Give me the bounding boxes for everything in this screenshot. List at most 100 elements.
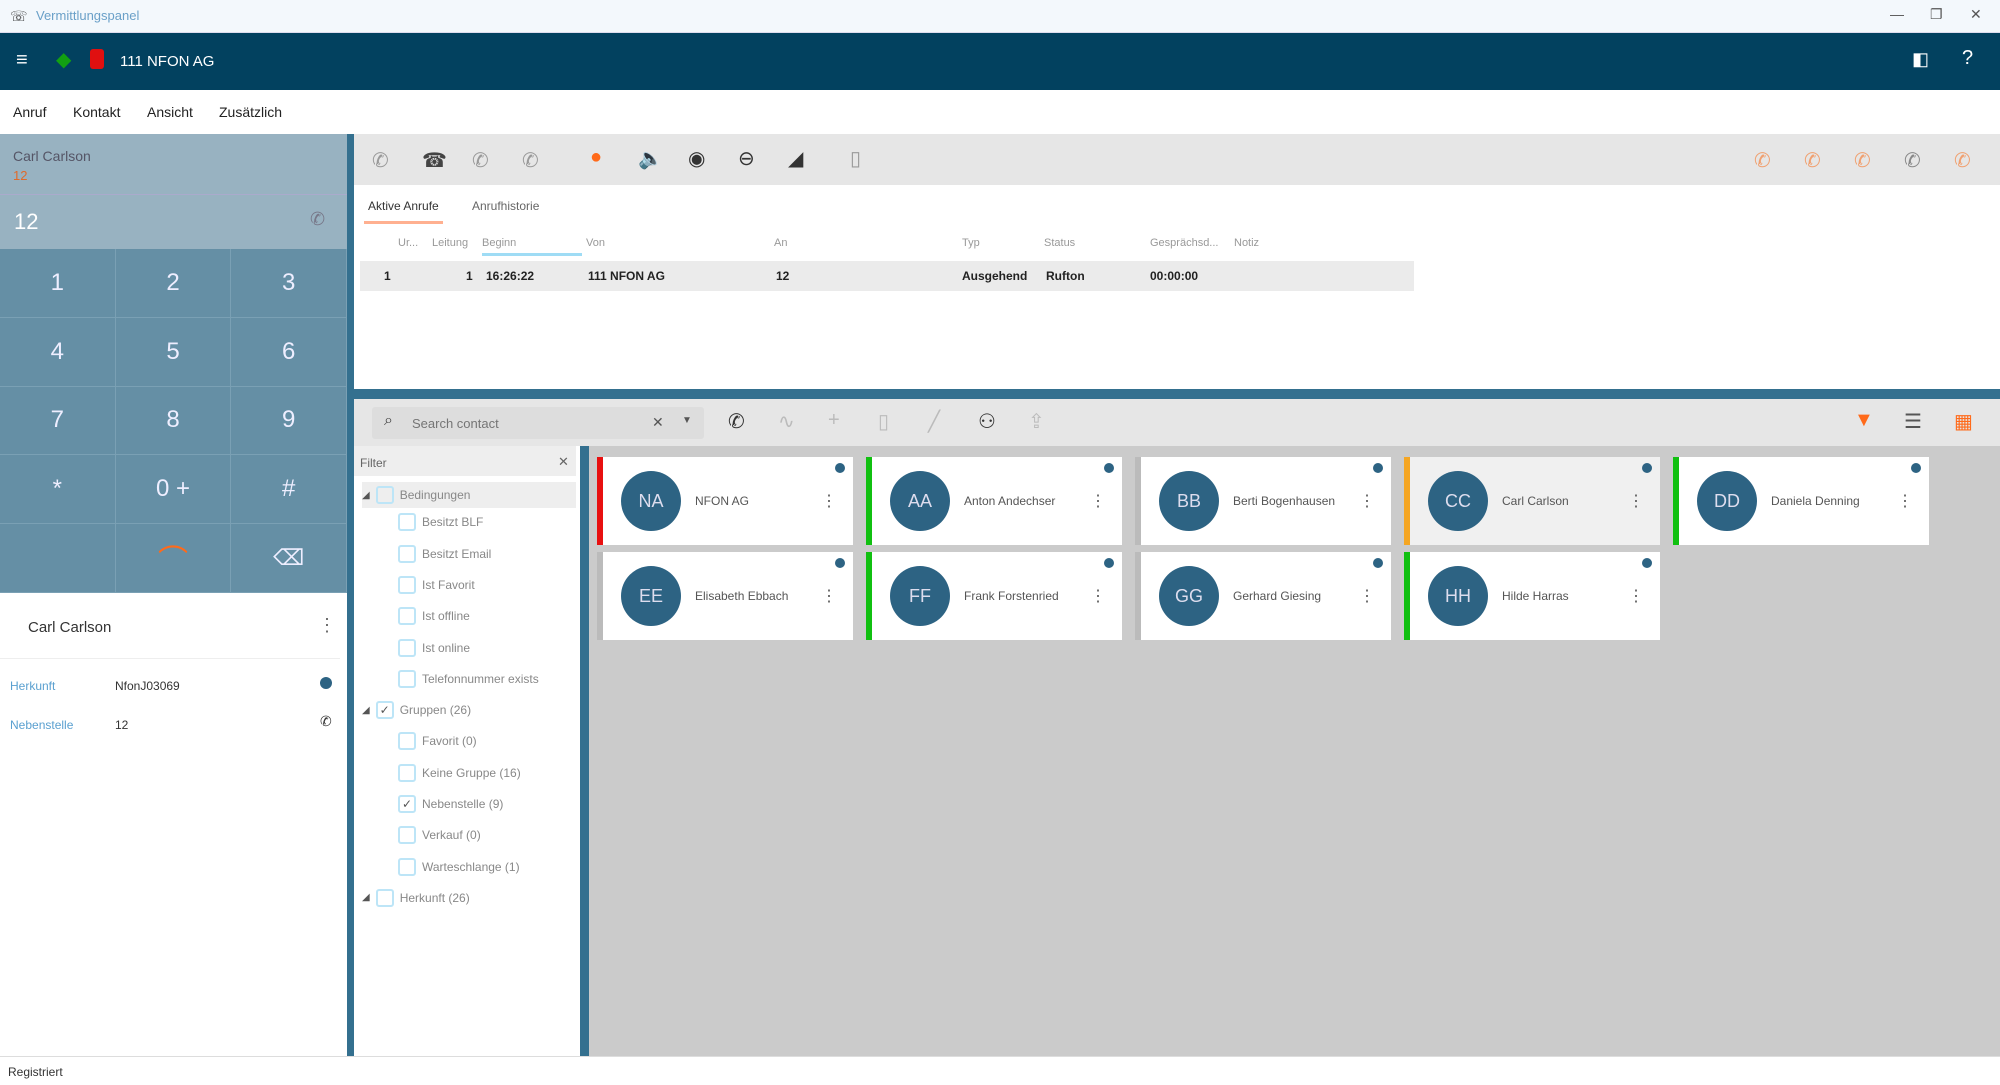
filter-item[interactable]: Ist Favorit	[398, 575, 475, 594]
contact-card[interactable]: BB Berti Bogenhausen ⋮	[1135, 457, 1391, 545]
hamburger-menu-icon[interactable]: ≡	[16, 49, 28, 71]
contact-card[interactable]: HH Hilde Harras ⋮	[1404, 552, 1660, 640]
split-divider[interactable]	[354, 389, 2000, 399]
more-icon[interactable]: ⋮	[1628, 588, 1644, 605]
park-icon[interactable]: ◢	[788, 148, 804, 170]
key-4[interactable]: 4	[0, 317, 116, 387]
filter-item[interactable]: Favorit (0)	[398, 732, 477, 751]
key-star[interactable]: *	[0, 455, 116, 525]
transfer-attended-icon[interactable]: ✆	[522, 150, 539, 172]
menu-kontakt[interactable]: Kontakt	[73, 104, 121, 120]
filter-item[interactable]: ◢ Herkunft (26)	[362, 888, 470, 907]
record-icon[interactable]: ◉	[688, 148, 706, 170]
checkbox[interactable]: ✓	[375, 701, 394, 720]
expand-icon[interactable]: ◢	[362, 489, 370, 501]
filter-item[interactable]: Keine Gruppe (16)	[398, 763, 521, 782]
checkbox[interactable]	[398, 763, 416, 782]
call-icon[interactable]: ✆	[372, 150, 389, 172]
hold-icon[interactable]: ⊖	[738, 148, 755, 170]
checkbox[interactable]	[398, 575, 416, 594]
menu-ansicht[interactable]: Ansicht	[147, 104, 193, 120]
hangup-icon[interactable]: ☎	[422, 150, 447, 172]
key-2[interactable]: 2	[115, 249, 232, 318]
microphone-icon[interactable]: ●	[590, 146, 603, 168]
key-6[interactable]: 6	[231, 317, 347, 387]
phone-icon[interactable]: ✆	[320, 713, 332, 729]
key-5[interactable]: 5	[115, 317, 232, 387]
filter-item[interactable]: Verkauf (0)	[398, 826, 481, 845]
dtmf-icon[interactable]: ▯	[850, 148, 862, 170]
expand-icon[interactable]: ◢	[362, 704, 370, 716]
column-header[interactable]: Leitung	[432, 237, 469, 249]
call-action-icon[interactable]: ✆	[1754, 150, 1771, 172]
delete-icon[interactable]: ▯	[878, 411, 890, 433]
filter-divider[interactable]	[580, 446, 589, 1056]
close-button[interactable]: ✕	[1970, 6, 1982, 22]
backspace-icon[interactable]: ⌫	[231, 524, 347, 593]
column-header[interactable]: Beginn	[482, 237, 582, 256]
filter-icon[interactable]: ▼	[1854, 409, 1874, 431]
search-input[interactable]	[412, 411, 642, 435]
hangup-icon[interactable]: ⌒	[115, 524, 232, 593]
number-input[interactable]: 12 ✆	[0, 194, 347, 249]
call-action-icon[interactable]: ✆	[1904, 150, 1921, 172]
grid-view-icon[interactable]: ▦	[1954, 411, 1973, 433]
checkbox[interactable]	[398, 732, 416, 751]
key-0[interactable]: 0 +	[115, 455, 232, 525]
column-header[interactable]: Notiz	[1234, 237, 1260, 249]
more-icon[interactable]: ⋮	[1897, 493, 1913, 510]
call-action-icon[interactable]: ✆	[1854, 150, 1871, 172]
checkbox[interactable]	[398, 669, 416, 688]
import-icon[interactable]: ⇪	[1028, 411, 1045, 433]
voicemail-icon[interactable]: ∿	[778, 411, 795, 433]
speaker-icon[interactable]: 🔈	[638, 148, 663, 170]
checkbox[interactable]	[375, 486, 394, 504]
more-icon[interactable]: ⋮	[1628, 493, 1644, 510]
call-forward-icon[interactable]: ✆	[310, 209, 326, 229]
filter-item[interactable]: Besitzt BLF	[398, 513, 483, 532]
expand-icon[interactable]: ◢	[362, 892, 370, 904]
filter-item[interactable]: Warteschlange (1)	[398, 857, 520, 876]
filter-item[interactable]: ◢ Bedingungen	[362, 482, 576, 508]
filter-item[interactable]: ◢ ✓ Gruppen (26)	[362, 701, 471, 720]
key-3[interactable]: 3	[231, 249, 347, 318]
checkbox[interactable]	[398, 544, 416, 563]
checkbox[interactable]	[398, 826, 416, 845]
filter-item[interactable]: Besitzt Email	[398, 544, 491, 563]
add-icon[interactable]: +	[828, 409, 840, 431]
maximize-button[interactable]: ❐	[1930, 6, 1943, 22]
key-hash[interactable]: #	[231, 455, 347, 525]
key-1[interactable]: 1	[0, 249, 116, 318]
call-contact-icon[interactable]: ✆	[728, 411, 745, 433]
more-icon[interactable]: ⋮	[318, 615, 336, 635]
key-9[interactable]: 9	[231, 386, 347, 456]
column-header[interactable]: Von	[586, 237, 605, 249]
filter-item[interactable]: Ist offline	[398, 607, 470, 626]
column-header[interactable]: Typ	[962, 237, 980, 249]
clear-icon[interactable]: ✕	[652, 414, 664, 430]
edit-icon[interactable]: ╱	[928, 411, 941, 433]
more-icon[interactable]: ⋮	[1359, 588, 1375, 605]
column-header[interactable]: An	[774, 237, 788, 249]
users-icon[interactable]: ⚇	[978, 411, 996, 433]
more-icon[interactable]: ⋮	[1090, 493, 1106, 510]
key-7[interactable]: 7	[0, 386, 116, 456]
minimize-button[interactable]: —	[1890, 6, 1904, 22]
more-icon[interactable]: ⋮	[1090, 588, 1106, 605]
call-action-icon[interactable]: ✆	[1804, 150, 1821, 172]
tab-call-history[interactable]: Anrufhistorie	[472, 199, 540, 213]
panel-divider[interactable]	[347, 134, 354, 1056]
transfer-icon[interactable]: ✆	[472, 150, 489, 172]
filter-item[interactable]: ✓ Nebenstelle (9)	[398, 795, 503, 813]
checkbox[interactable]	[375, 888, 394, 907]
checkbox[interactable]	[398, 513, 416, 532]
key-8[interactable]: 8	[115, 386, 232, 456]
checkbox[interactable]	[398, 857, 416, 876]
close-filter-icon[interactable]: ✕	[558, 454, 569, 469]
contact-card[interactable]: NA NFON AG ⋮	[597, 457, 853, 545]
more-icon[interactable]: ⋮	[821, 588, 837, 605]
list-view-icon[interactable]: ☰	[1904, 411, 1922, 433]
dropdown-icon[interactable]: ▼	[682, 415, 692, 426]
checkbox[interactable]: ✓	[398, 795, 416, 813]
help-icon[interactable]: ?	[1962, 47, 1974, 69]
